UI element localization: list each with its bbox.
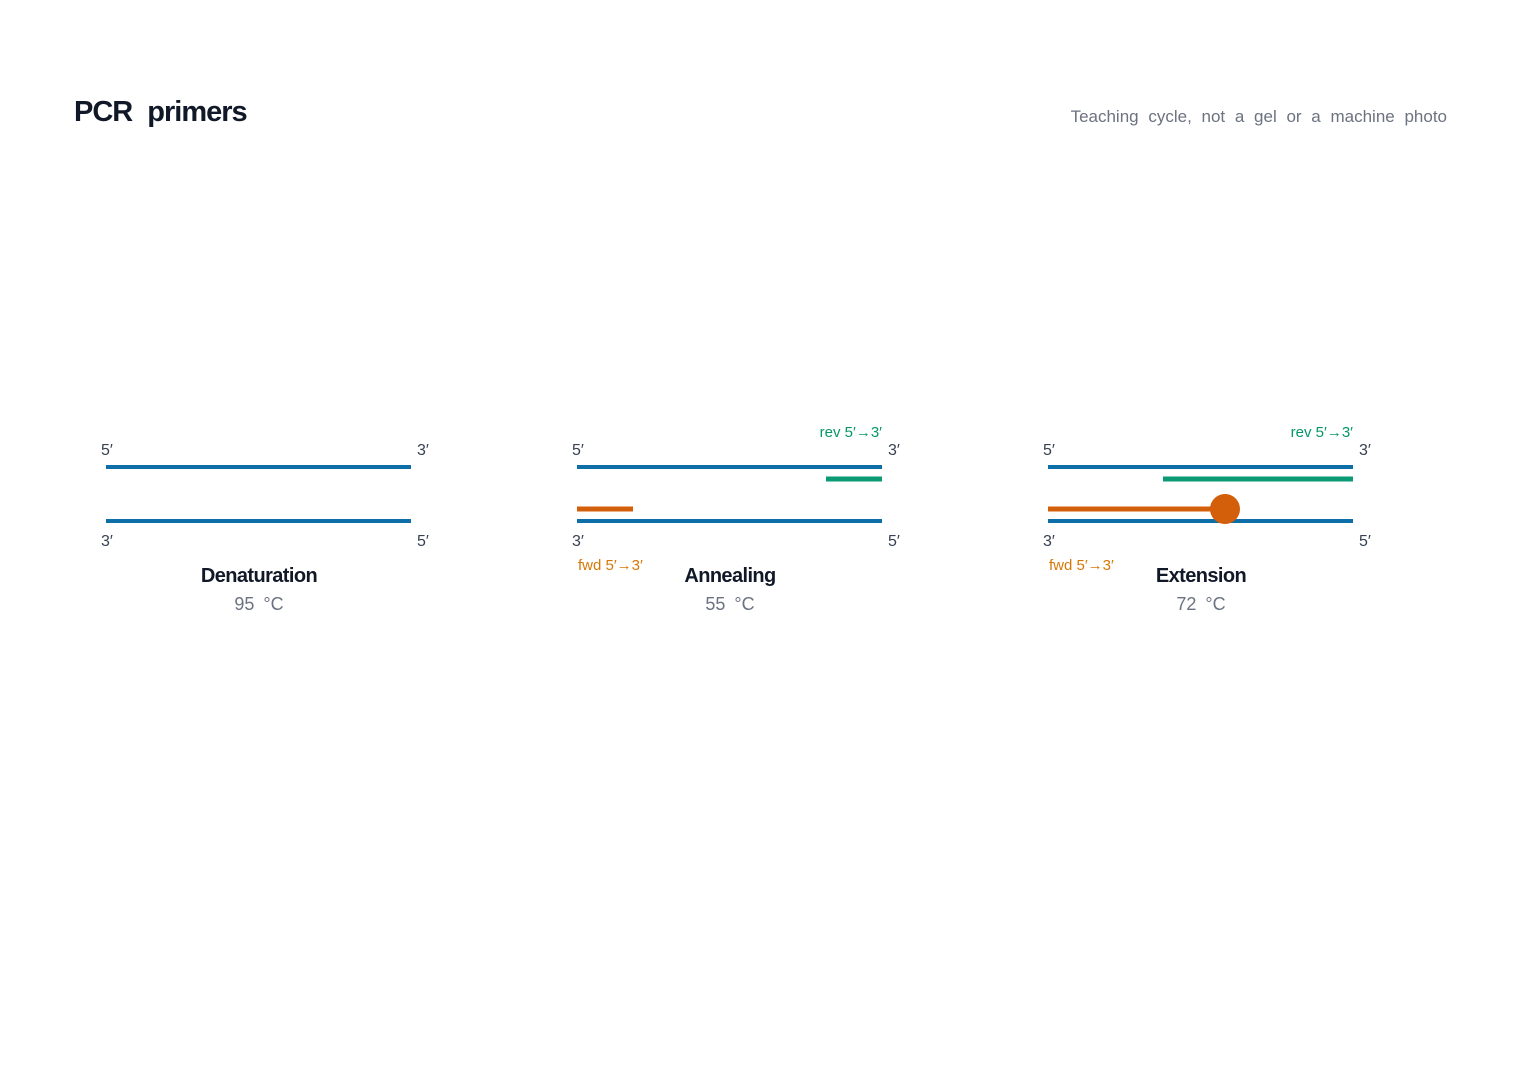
bottom-strand-5prime-label: 5′ <box>417 533 429 550</box>
top-strand-5prime-label: 5′ <box>101 442 113 459</box>
top-strand-3prime-label: 3′ <box>417 442 429 459</box>
top-strand-3prime-label: 3′ <box>1359 442 1371 459</box>
page-title: PCR primers <box>74 96 248 128</box>
stage-temperature: 72 °C <box>1176 594 1225 614</box>
stage-temperature: 55 °C <box>705 594 754 614</box>
stage-name: Extension <box>1156 565 1246 587</box>
top-strand-5prime-label: 5′ <box>572 442 584 459</box>
forward-primer-label: fwd 5′→3′ <box>1049 557 1114 574</box>
top-strand-3prime-label: 3′ <box>888 442 900 459</box>
panel-extension: 5′ 3′ 3′ 5′ rev 5′→3′ fwd 5′→3′ Extensio… <box>1043 424 1371 614</box>
forward-primer-label: fwd 5′→3′ <box>578 557 643 574</box>
polymerase-dot <box>1210 494 1240 524</box>
stage-name: Denaturation <box>201 565 317 587</box>
bottom-strand-3prime-label: 3′ <box>572 533 584 550</box>
panel-annealing: 5′ 3′ 3′ 5′ rev 5′→3′ fwd 5′→3′ Annealin… <box>572 424 900 614</box>
reverse-primer-label: rev 5′→3′ <box>1291 424 1354 441</box>
stage-temperature: 95 °C <box>234 594 283 614</box>
bottom-strand-3prime-label: 3′ <box>1043 533 1055 550</box>
reverse-primer-label: rev 5′→3′ <box>820 424 883 441</box>
bottom-strand-3prime-label: 3′ <box>101 533 113 550</box>
bottom-strand-5prime-label: 5′ <box>888 533 900 550</box>
panel-denaturation: 5′ 3′ 3′ 5′ Denaturation 95 °C <box>101 442 429 614</box>
top-strand-5prime-label: 5′ <box>1043 442 1055 459</box>
page-subtitle: Teaching cycle, not a gel or a machine p… <box>1070 107 1447 126</box>
stage-name: Annealing <box>684 565 775 587</box>
bottom-strand-5prime-label: 5′ <box>1359 533 1371 550</box>
